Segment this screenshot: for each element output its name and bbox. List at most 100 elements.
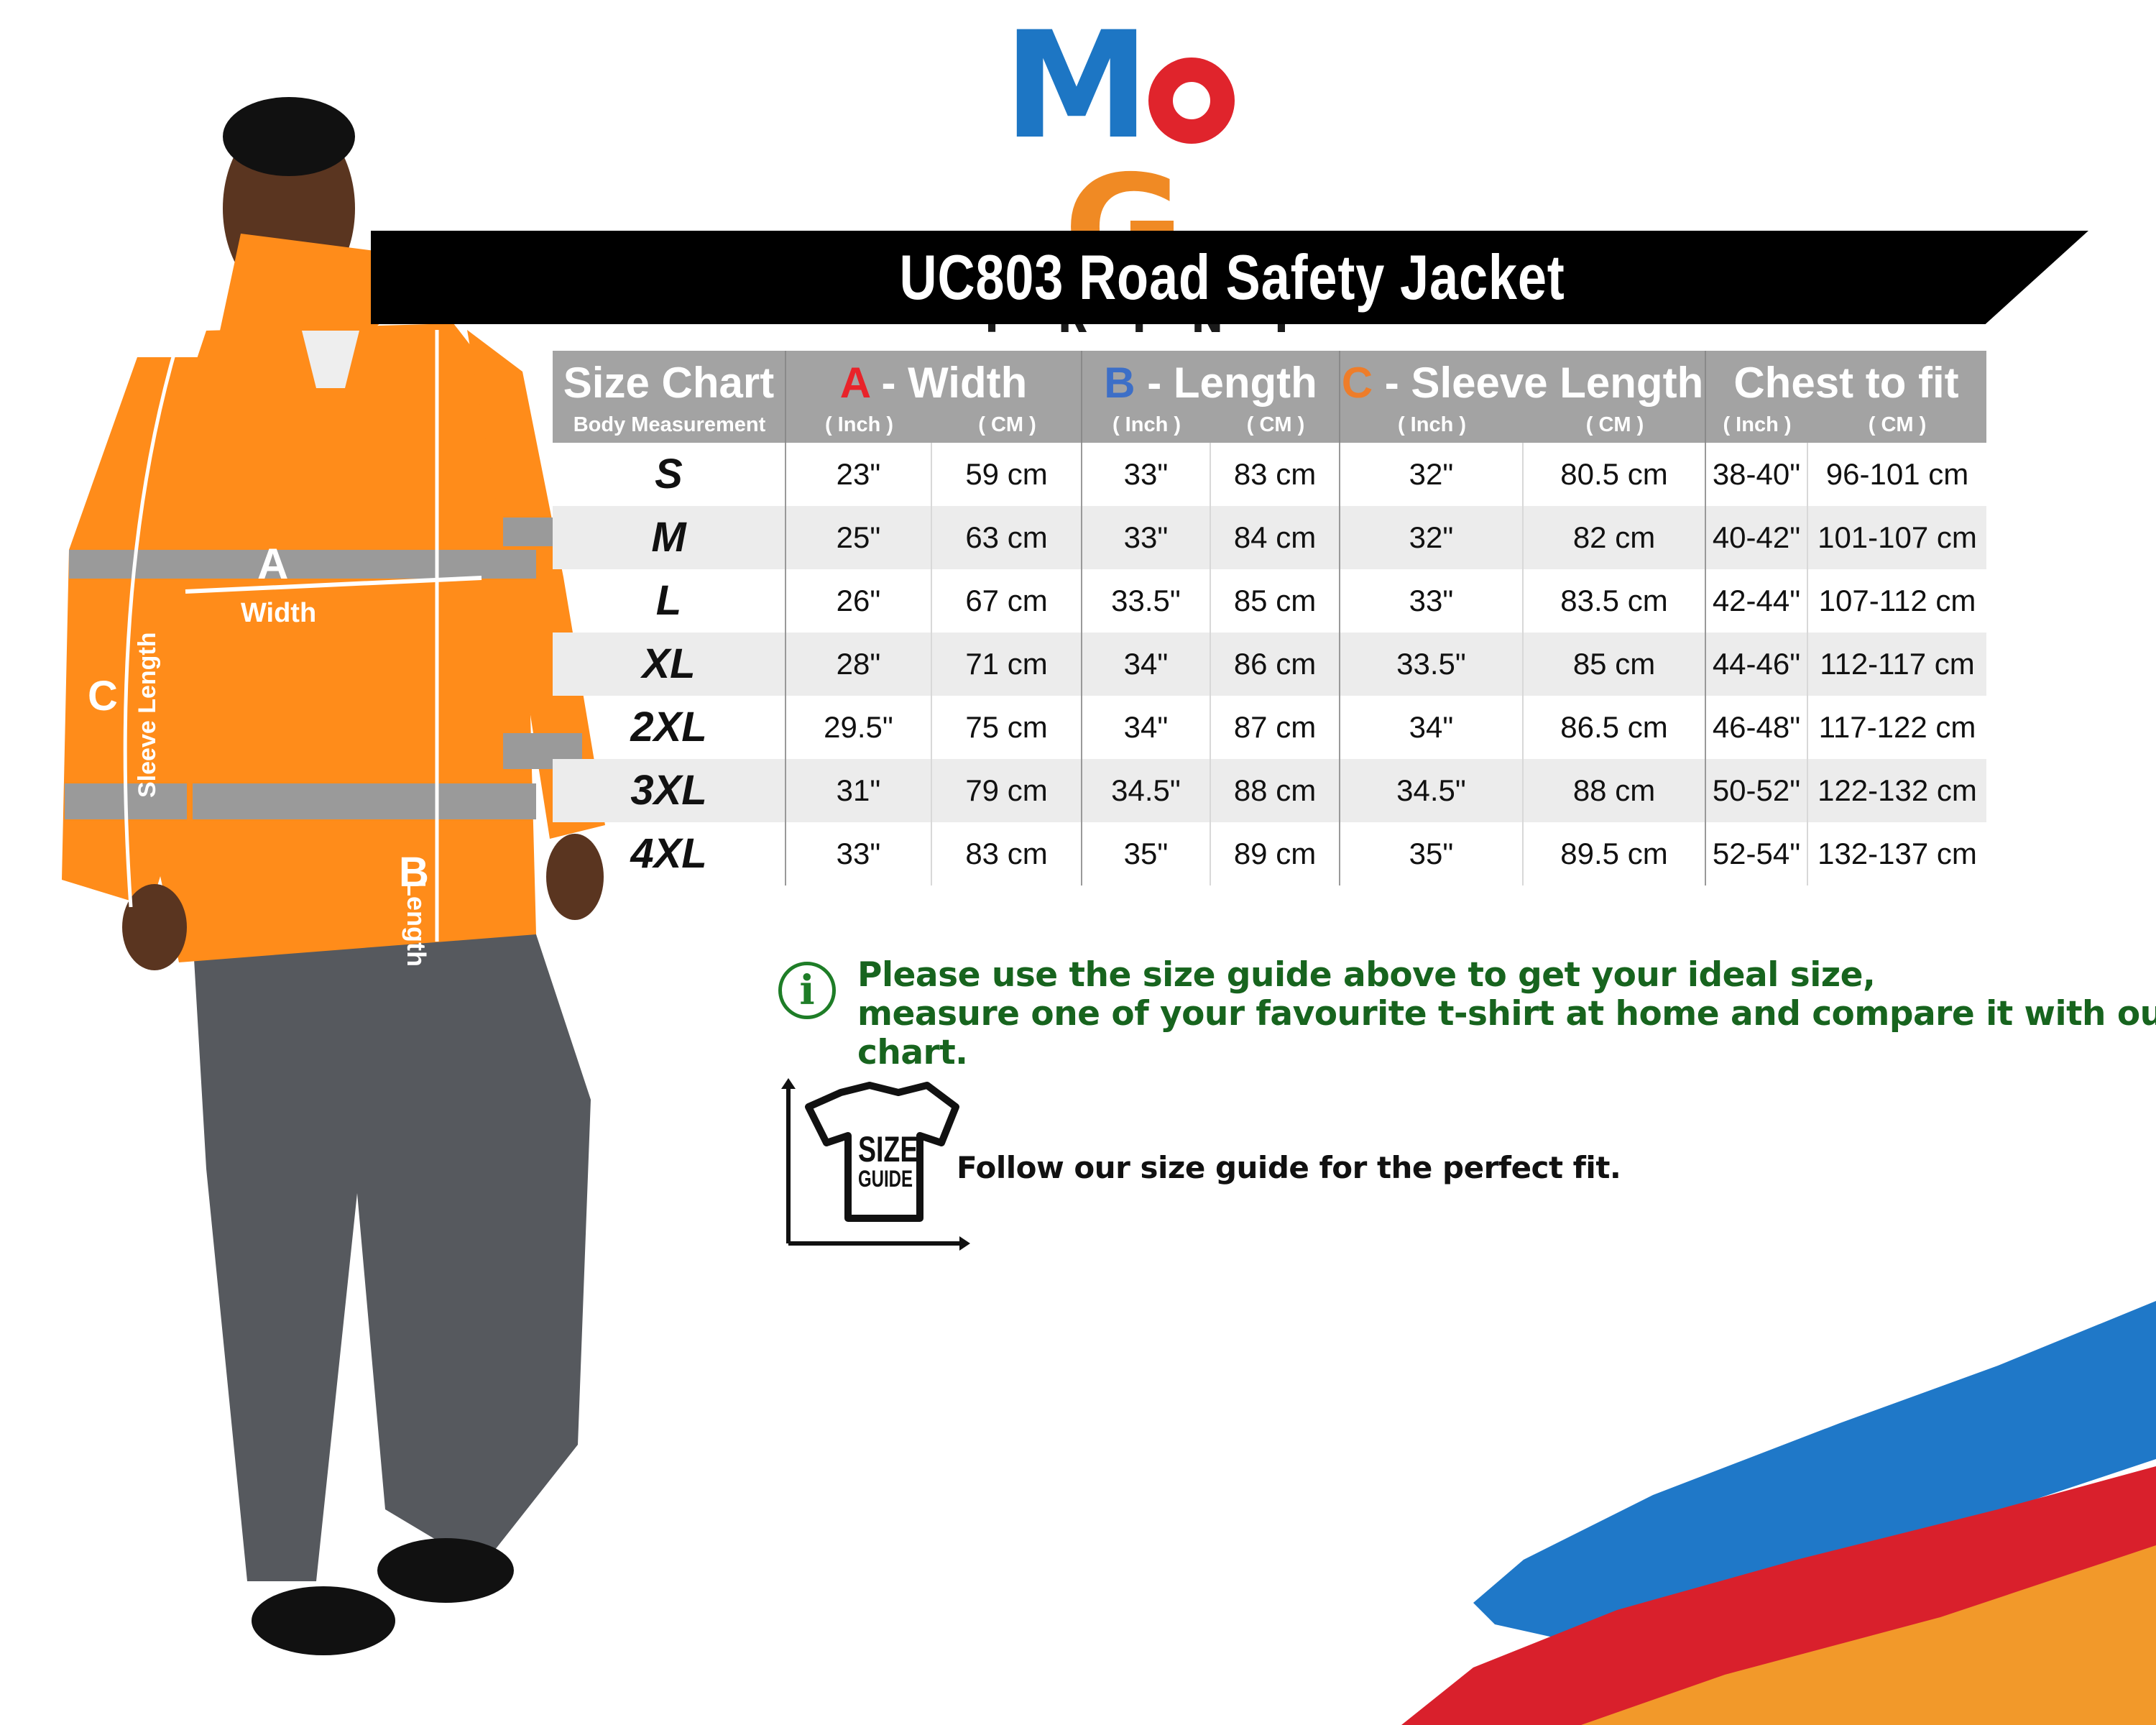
- table-cell: 28": [786, 632, 932, 696]
- sleeve-length-heading: - Sleeve Length: [1373, 359, 1704, 407]
- header-width: A - Width ( Inch ) ( CM ): [786, 351, 1082, 443]
- table-cell: 101-107 cm: [1818, 520, 1977, 554]
- measure-b-label: Length: [402, 880, 431, 967]
- size-guide-word-guide: GUIDE: [858, 1166, 913, 1192]
- table-row: XL 28" 71 cm 34" 86 cm 33.5" 85 cm 44-46" 112-11…: [553, 632, 1986, 696]
- unit-inch: ( Inch ): [1397, 413, 1467, 436]
- logo-letter-m: M: [1003, 1, 1150, 172]
- table-body: S 23" 59 cm 33" 83 cm 32" 80.5 cm 38-40" 96-101 …: [553, 443, 1986, 886]
- letter-a: A: [839, 359, 870, 407]
- size-chart-table: Size Chart Body Measurement A - Width ( …: [553, 351, 1986, 886]
- logo-letter-o: [1148, 58, 1235, 144]
- paint-stroke-blue: [1473, 1301, 2156, 1639]
- table-cell: 52-54": [1706, 822, 1808, 886]
- table-cell: 88 cm: [1524, 759, 1706, 822]
- letter-c: C: [1341, 359, 1373, 407]
- table-cell: 46-48": [1706, 696, 1808, 759]
- table-cell: 79 cm: [932, 759, 1082, 822]
- table-cell: 33.5": [1340, 632, 1524, 696]
- table-cell: 89.5 cm: [1524, 822, 1706, 886]
- table-cell: 33": [1340, 569, 1524, 632]
- table-cell: 32": [1340, 443, 1524, 506]
- table-cell: 44-46": [1706, 632, 1808, 696]
- table-cell: 85 cm: [1524, 632, 1706, 696]
- table-cell: 33": [786, 822, 932, 886]
- header-size-chart: Size Chart Body Measurement: [553, 351, 786, 443]
- table-cell: 26": [786, 569, 932, 632]
- table-cell: 83 cm: [932, 822, 1082, 886]
- table-header: Size Chart Body Measurement A - Width ( …: [553, 351, 1986, 443]
- table-cell: 33.5": [1082, 569, 1211, 632]
- table-row: 2XL 29.5" 75 cm 34" 87 cm 34" 86.5 cm 46-48" 117…: [553, 696, 1986, 759]
- paint-stroke-red: [1401, 1466, 2156, 1725]
- table-cell: 32": [1340, 506, 1524, 569]
- table-cell: 107-112 cm: [1818, 584, 1976, 617]
- size-label: 2XL: [553, 696, 786, 759]
- table-cell: 34": [1340, 696, 1524, 759]
- unit-inch: ( Inch ): [1112, 413, 1181, 436]
- measure-a-letter: A: [257, 540, 289, 588]
- table-row: M 25" 63 cm 33" 84 cm 32" 82 cm 40-42" 101-107 c…: [553, 506, 1986, 569]
- measure-b-letter: B: [399, 849, 429, 896]
- unit-cm: ( CM ): [978, 413, 1036, 436]
- unit-cm: ( CM ): [1246, 413, 1305, 436]
- table-cell: 35": [1340, 822, 1524, 886]
- tshirt-ruler-icon: [781, 1078, 970, 1251]
- title-banner: UC803 Road Safety Jacket: [371, 231, 2088, 324]
- table-cell: 75 cm: [932, 696, 1082, 759]
- size-label: M: [553, 506, 786, 569]
- table-cell: 34": [1082, 696, 1211, 759]
- table-cell: 87 cm: [1211, 696, 1340, 759]
- model-wearing-jacket: [62, 97, 605, 1655]
- table-cell: 59 cm: [932, 443, 1082, 506]
- table-cell: 71 cm: [932, 632, 1082, 696]
- size-label: 3XL: [553, 759, 786, 822]
- length-heading: - Length: [1135, 359, 1317, 407]
- table-cell: 82 cm: [1524, 506, 1706, 569]
- table-cell: 112-117 cm: [1820, 647, 1975, 681]
- table-cell: 85 cm: [1211, 569, 1340, 632]
- table-row: 4XL 33" 83 cm 35" 89 cm 35" 89.5 cm 52-54" 132-1…: [553, 822, 1986, 886]
- header-sleeve-length: C - Sleeve Length ( Inch ) ( CM ): [1340, 351, 1706, 443]
- table-cell: 33": [1082, 443, 1211, 506]
- size-label: 4XL: [553, 822, 786, 886]
- table-cell: 34": [1082, 632, 1211, 696]
- measure-c-label: Sleeve Length: [134, 632, 161, 798]
- page-title: UC803 Road Safety Jacket: [899, 242, 1565, 313]
- table-cell: 86.5 cm: [1524, 696, 1706, 759]
- advice-line-2: measure one of your favourite t-shirt at…: [857, 994, 2156, 1072]
- body-measurement-label: Body Measurement: [573, 413, 766, 436]
- paint-stroke-orange: [1581, 1545, 2156, 1725]
- table-cell: 63 cm: [932, 506, 1082, 569]
- table-cell: 67 cm: [932, 569, 1082, 632]
- unit-cm: ( CM ): [1585, 413, 1644, 436]
- advice-line-1: Please use the size guide above to get y…: [857, 955, 1876, 995]
- table-cell: 31": [786, 759, 932, 822]
- table-cell: 86 cm: [1211, 632, 1340, 696]
- table-cell: 88 cm: [1211, 759, 1340, 822]
- table-row: L 26" 67 cm 33.5" 85 cm 33" 83.5 cm 42-44" 107-1…: [553, 569, 1986, 632]
- chest-heading: Chest to fit: [1733, 359, 1959, 407]
- table-cell: 132-137 cm: [1818, 837, 1977, 870]
- unit-inch: ( Inch ): [824, 413, 894, 436]
- table-cell: 117-122 cm: [1818, 710, 1976, 744]
- header-length: B - Length ( Inch ) ( CM ): [1082, 351, 1340, 443]
- table-cell: 84 cm: [1211, 506, 1340, 569]
- table-cell: 83 cm: [1211, 443, 1340, 506]
- table-cell: 50-52": [1706, 759, 1808, 822]
- measure-a-label: Width: [241, 598, 317, 628]
- table-cell: 80.5 cm: [1524, 443, 1706, 506]
- size-label: XL: [553, 632, 786, 696]
- table-cell: 34.5": [1340, 759, 1524, 822]
- table-row: S 23" 59 cm 33" 83 cm 32" 80.5 cm 38-40" 96-101 …: [553, 443, 1986, 506]
- table-cell: 96-101 cm: [1825, 457, 1969, 491]
- size-guide-word-size: SIZE: [858, 1129, 918, 1169]
- size-label: S: [553, 443, 786, 506]
- table-cell: 34.5": [1082, 759, 1211, 822]
- size-chart-heading: Size Chart: [563, 359, 775, 407]
- table-cell: 89 cm: [1211, 822, 1340, 886]
- table-cell: 42-44": [1706, 569, 1808, 632]
- paint-strokes-decoration: [1401, 1301, 2156, 1725]
- table-cell: 83.5 cm: [1524, 569, 1706, 632]
- table-cell: 25": [786, 506, 932, 569]
